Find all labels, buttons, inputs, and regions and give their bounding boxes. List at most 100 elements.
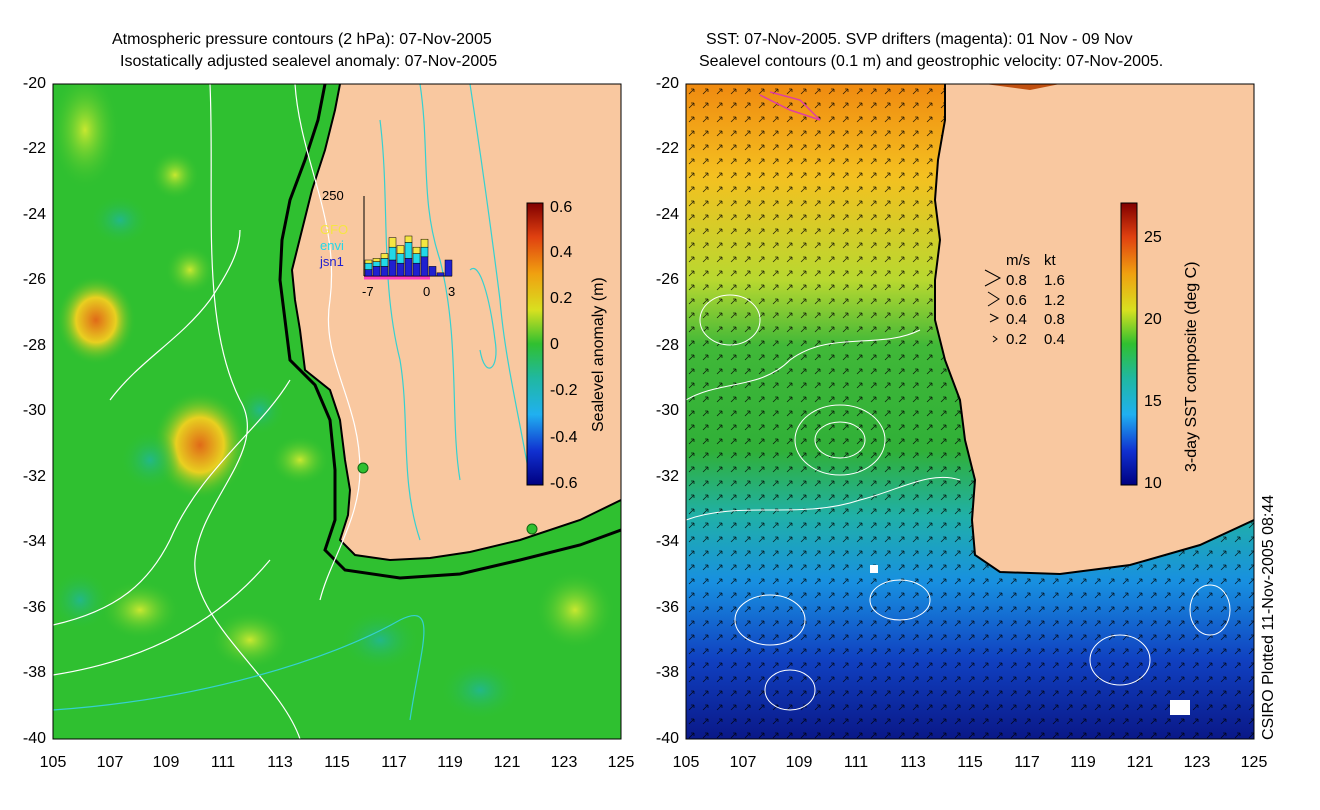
right-ytick: -30	[655, 402, 679, 419]
right-cbar-tick: 15	[1144, 393, 1162, 410]
right-ytick: -40	[655, 730, 679, 747]
histogram-bar-jsn1	[396, 262, 405, 277]
left-xtick: 119	[437, 754, 463, 771]
cyan-contour	[469, 84, 531, 481]
right-cbar-tick: 10	[1144, 475, 1162, 492]
histogram-bar-jsn1	[380, 266, 389, 277]
left-coastline	[290, 84, 621, 562]
svp-drifter-track	[759, 91, 821, 121]
velocity-legend-kt: 0.4	[1044, 331, 1065, 348]
left-ytick: -40	[22, 730, 46, 747]
right-title-line1: SST: 07-Nov-2005. SVP drifters (magenta)…	[706, 31, 1133, 48]
right-xtick: 111	[843, 754, 869, 771]
histogram-bar-envi	[364, 262, 373, 270]
left-cbar-tick: -0.2	[550, 382, 578, 399]
left-ytick: -30	[22, 402, 46, 419]
pressure-contour	[294, 84, 361, 601]
velocity-legend-kt: 1.6	[1044, 272, 1065, 289]
left-ytick: -34	[22, 533, 46, 550]
csiro-credit: CSIRO Plotted 11-Nov-2005 08:44	[1260, 494, 1277, 740]
histogram-bar-gfo	[420, 238, 429, 248]
left-title-line2: Isostatically adjusted sealevel anomaly:…	[120, 53, 498, 70]
right-cbar-tick: 20	[1144, 311, 1162, 328]
left-map	[53, 84, 621, 739]
histogram-bar-envi	[412, 253, 421, 264]
histogram-xtick: 0	[423, 284, 431, 299]
histogram-bar-envi	[396, 253, 405, 264]
left-cbar-tick: -0.6	[550, 475, 578, 492]
velocity-legend-arrows	[984, 269, 1002, 343]
left-cbar-tick: 0.6	[550, 199, 573, 216]
left-xtick: 115	[324, 754, 350, 771]
left-shelf-line	[278, 84, 621, 580]
histogram-legend-jsn1: jsn1	[320, 254, 344, 269]
histogram-bar-envi	[420, 246, 429, 258]
right-xtick: 105	[672, 754, 700, 771]
histogram-bar-gfo	[372, 258, 381, 262]
histogram-bar-jsn1	[436, 272, 445, 277]
histogram-bar-envi	[388, 246, 397, 261]
left-ytick: -20	[22, 75, 46, 92]
left-map-frame	[52, 83, 622, 740]
right-ytick: -22	[655, 140, 679, 157]
velocity-legend-ms: 0.6	[1006, 292, 1027, 309]
histogram-ymax: 250	[322, 188, 344, 203]
right-colorbar	[1120, 202, 1138, 486]
histogram-bar-gfo	[380, 253, 389, 259]
left-cbar-tick: -0.4	[550, 429, 578, 446]
left-colorbar-label: Sealevel anomaly (m)	[590, 277, 607, 432]
left-xtick: 123	[550, 754, 578, 771]
left-xtick: 107	[96, 754, 124, 771]
altimeter-histogram	[363, 196, 453, 280]
pressure-contour	[194, 84, 301, 739]
velocity-legend-header-ms: m/s	[1006, 252, 1031, 269]
histogram-legend-envi: envi	[320, 238, 344, 253]
tide-gauge-marker	[526, 523, 538, 535]
right-coastline	[933, 84, 1254, 576]
right-ytick: -36	[655, 599, 679, 616]
right-ytick: -26	[655, 271, 679, 288]
left-cbar-tick: 0.4	[550, 244, 573, 261]
right-land-australia	[935, 84, 1254, 574]
cyan-contour	[53, 614, 425, 721]
left-ytick: -22	[22, 140, 46, 157]
right-map	[686, 84, 1254, 739]
histogram-bar-jsn1	[420, 256, 429, 277]
cyan-contour	[419, 84, 461, 481]
histogram-legend-gfo: GFO	[320, 222, 349, 237]
histogram-bar-envi	[372, 261, 381, 267]
right-cbar-tick: 25	[1144, 229, 1162, 246]
right-xtick: 109	[785, 754, 813, 771]
pressure-contour	[109, 229, 241, 401]
left-xtick: 105	[39, 754, 67, 771]
histogram-bar-jsn1	[412, 262, 421, 277]
left-cbar-tick: 0	[550, 336, 559, 353]
histogram-bar-gfo	[404, 235, 413, 243]
histogram-bar-gfo	[388, 237, 397, 248]
left-ytick: -32	[22, 468, 46, 485]
histogram-bar-jsn1	[364, 269, 373, 277]
histogram-bar-gfo	[396, 245, 405, 254]
left-xtick: 121	[493, 754, 521, 771]
cyan-contour	[379, 119, 421, 541]
right-title-line2: Sealevel contours (0.1 m) and geostrophi…	[699, 53, 1164, 70]
left-xtick: 109	[152, 754, 180, 771]
left-xtick: 113	[267, 754, 293, 771]
left-ytick: -26	[22, 271, 46, 288]
right-ytick: -24	[655, 206, 679, 223]
right-colorbar-label: 3-day SST composite (deg C)	[1183, 261, 1200, 472]
histogram-bar-jsn1	[444, 259, 453, 277]
right-map-frame	[685, 83, 1255, 740]
left-xtick: 125	[607, 754, 635, 771]
velocity-legend-ms: 0.4	[1006, 311, 1027, 328]
histogram-xtick: -7	[362, 284, 374, 299]
right-xtick: 119	[1070, 754, 1096, 771]
left-colorbar	[526, 202, 544, 486]
histogram-bar-jsn1	[388, 259, 397, 277]
velocity-legend-ms: 0.8	[1006, 272, 1027, 289]
histogram-bar-envi	[404, 242, 413, 259]
velocity-legend-kt: 1.2	[1044, 292, 1065, 309]
right-ytick: -28	[655, 337, 679, 354]
velocity-legend-ms: 0.2	[1006, 331, 1027, 348]
